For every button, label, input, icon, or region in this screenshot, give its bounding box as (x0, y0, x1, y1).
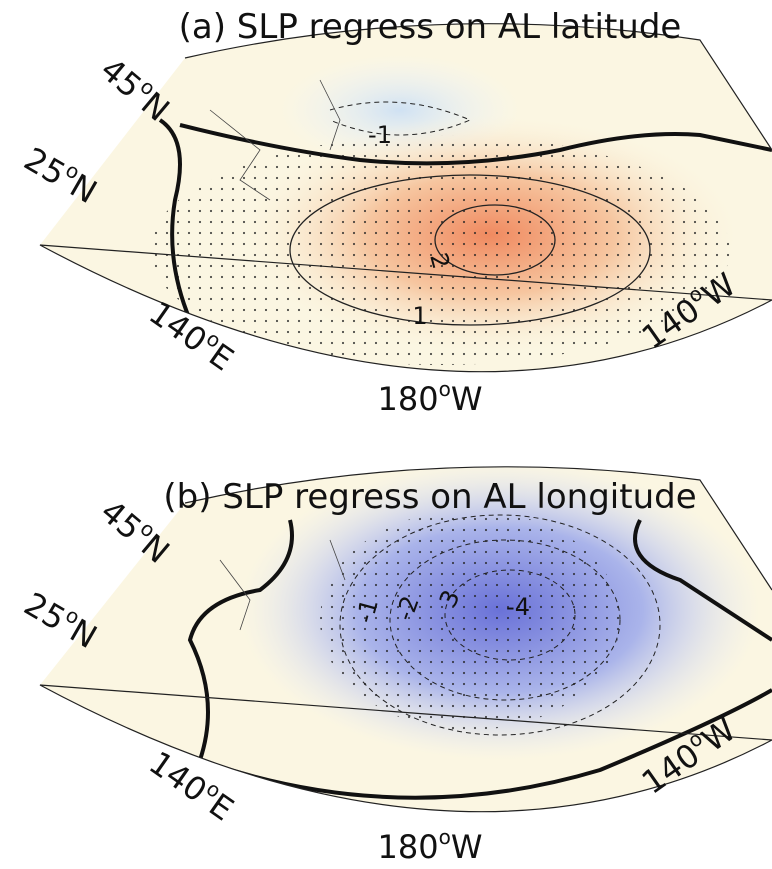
hemisphere: W (451, 828, 483, 866)
contour-label: 2 (424, 250, 455, 272)
panel-title: (a) SLP regress on AL latitude (179, 7, 682, 47)
degree-mark: o (439, 825, 451, 849)
label-number: 25 (18, 585, 72, 638)
hemisphere: W (451, 380, 483, 418)
label-number: 180 (378, 380, 439, 418)
contour-label: 1 (412, 302, 427, 330)
degree-mark: o (439, 377, 451, 401)
label-number: 45 (93, 50, 149, 105)
contour-label: -4 (506, 593, 530, 621)
longitude-label: 180oW (378, 825, 483, 866)
longitude-label: 180oW (378, 377, 483, 418)
contour-label: -1 (368, 121, 392, 149)
label-number: 180 (378, 828, 439, 866)
label-number: 45 (93, 492, 149, 547)
label-number: 25 (18, 140, 72, 193)
panel-title: (b) SLP regress on AL longitude (163, 477, 696, 517)
